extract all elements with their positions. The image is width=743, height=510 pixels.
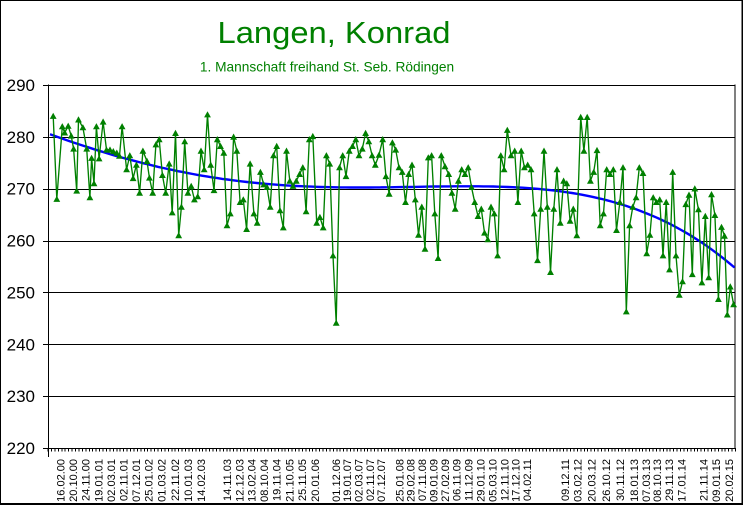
svg-text:10.01.03: 10.01.03 xyxy=(183,459,195,502)
svg-text:02.03.07: 02.03.07 xyxy=(354,459,366,502)
svg-text:09.12.11: 09.12.11 xyxy=(560,459,572,501)
svg-text:260: 260 xyxy=(7,232,35,251)
svg-text:27.02.09: 27.02.09 xyxy=(440,459,452,502)
svg-text:14.02.03: 14.02.03 xyxy=(196,459,208,502)
svg-text:290: 290 xyxy=(7,76,35,95)
svg-text:19.11.04: 19.11.04 xyxy=(272,459,284,501)
svg-text:Langen, Konrad: Langen, Konrad xyxy=(218,15,451,50)
svg-text:24.11.00: 24.11.00 xyxy=(81,459,93,501)
svg-text:19.01.07: 19.01.07 xyxy=(342,459,354,502)
svg-text:30.11.12: 30.11.12 xyxy=(615,459,627,501)
svg-text:07.11.08: 07.11.08 xyxy=(417,459,429,501)
svg-text:20.01.06: 20.01.06 xyxy=(310,459,322,502)
svg-text:08.10.04: 08.10.04 xyxy=(259,459,271,502)
svg-text:29.02.08: 29.02.08 xyxy=(406,459,418,502)
svg-text:25.11.05: 25.11.05 xyxy=(297,459,309,501)
svg-text:21.10.05: 21.10.05 xyxy=(284,459,296,502)
svg-text:220: 220 xyxy=(7,439,35,458)
svg-text:01.12.06: 01.12.06 xyxy=(331,459,343,502)
svg-text:02.11.07: 02.11.07 xyxy=(365,459,377,501)
svg-text:08.10.13: 08.10.13 xyxy=(652,459,664,502)
svg-text:14.11.03: 14.11.03 xyxy=(222,459,234,501)
svg-text:25.01.08: 25.01.08 xyxy=(394,459,406,502)
svg-text:17.12.10: 17.12.10 xyxy=(511,459,523,502)
svg-text:02.11.01: 02.11.01 xyxy=(118,459,130,501)
svg-text:13.02.04: 13.02.04 xyxy=(247,459,259,502)
svg-text:19.01.01: 19.01.01 xyxy=(93,459,105,502)
svg-text:12.12.03: 12.12.03 xyxy=(234,459,246,502)
svg-text:230: 230 xyxy=(7,387,35,406)
svg-text:29.11.13: 29.11.13 xyxy=(664,459,676,501)
svg-text:29.01.10: 29.01.10 xyxy=(475,459,487,502)
svg-text:03.02.12: 03.02.12 xyxy=(573,459,585,502)
svg-text:09.01.09: 09.01.09 xyxy=(429,459,441,502)
svg-text:25.01.02: 25.01.02 xyxy=(144,459,156,502)
svg-text:240: 240 xyxy=(7,335,35,354)
svg-text:22.11.02: 22.11.02 xyxy=(170,459,182,501)
svg-text:18.01.13: 18.01.13 xyxy=(629,459,641,502)
svg-text:20.03.12: 20.03.12 xyxy=(587,459,599,502)
svg-text:11.12.09: 11.12.09 xyxy=(463,459,475,501)
svg-text:07.12.07: 07.12.07 xyxy=(376,459,388,502)
svg-text:02.03.01: 02.03.01 xyxy=(106,459,118,502)
svg-text:12.11.10: 12.11.10 xyxy=(499,459,511,501)
svg-text:04.02.11: 04.02.11 xyxy=(522,459,534,501)
svg-text:21.11.14: 21.11.14 xyxy=(699,459,711,501)
svg-text:250: 250 xyxy=(7,283,35,302)
svg-text:09.01.15: 09.01.15 xyxy=(711,459,723,502)
svg-text:06.11.09: 06.11.09 xyxy=(451,459,463,501)
svg-text:270: 270 xyxy=(7,180,35,199)
svg-text:280: 280 xyxy=(7,128,35,147)
svg-text:26.10.12: 26.10.12 xyxy=(601,459,613,502)
svg-text:07.12.01: 07.12.01 xyxy=(131,459,143,502)
svg-text:05.03.10: 05.03.10 xyxy=(487,459,499,502)
svg-text:16.02.00: 16.02.00 xyxy=(56,459,68,502)
svg-text:17.01.14: 17.01.14 xyxy=(677,459,689,502)
svg-text:20.10.00: 20.10.00 xyxy=(68,459,80,502)
svg-text:20.02.15: 20.02.15 xyxy=(724,459,736,502)
svg-text:1. Mannschaft freihand St. Seb: 1. Mannschaft freihand St. Seb. Rödingen xyxy=(200,60,454,75)
svg-text:01.03.02: 01.03.02 xyxy=(157,459,169,502)
